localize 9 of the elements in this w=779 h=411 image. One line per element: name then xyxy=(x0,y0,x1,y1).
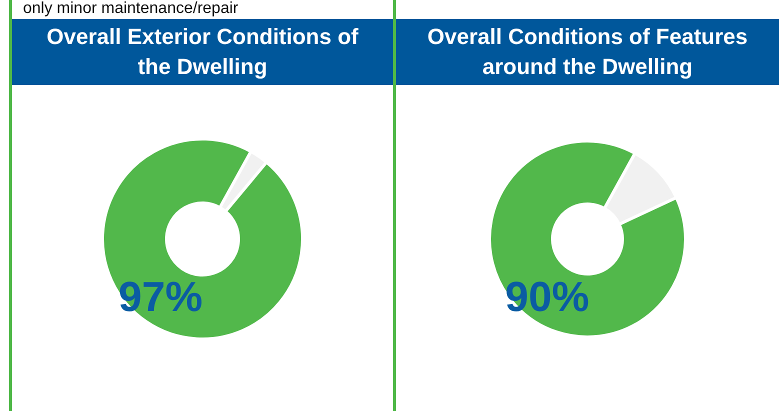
data-label: 90% xyxy=(505,273,590,320)
donut-slice xyxy=(101,138,304,340)
donut-slice xyxy=(602,152,678,226)
chart-title: Overall Exterior Conditions of the Dwelling xyxy=(46,24,358,79)
donut-slice xyxy=(218,150,268,213)
data-label: 97% xyxy=(118,273,203,320)
text: only minor maintenance/repair xyxy=(23,0,238,17)
chart-title: Overall Conditions of Features around the Dwelling xyxy=(427,24,748,79)
donut-slice xyxy=(488,140,687,338)
